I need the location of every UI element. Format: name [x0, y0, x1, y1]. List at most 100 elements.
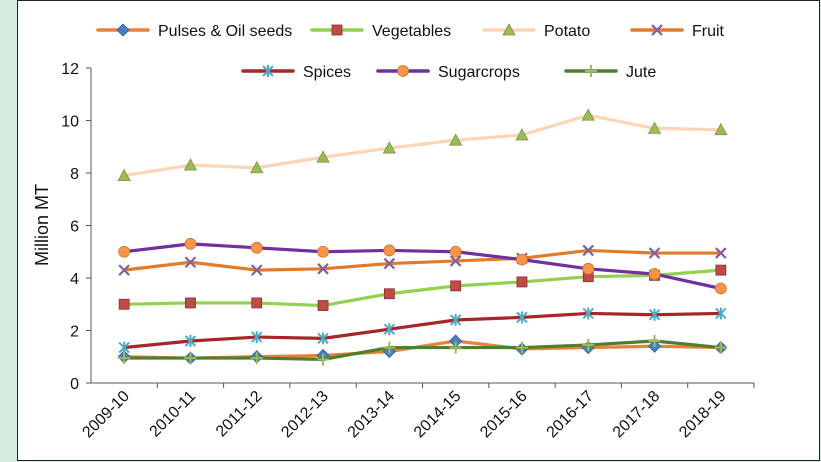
data-point [317, 353, 330, 366]
data-point [516, 276, 528, 288]
legend-label: Jute [626, 64, 656, 81]
legend: Pulses & Oil seeds Vegetables Potato Fruit S… [96, 23, 725, 81]
data-point [383, 244, 396, 257]
legend-label: Spices [303, 64, 351, 81]
legend-item: Jute [564, 64, 656, 81]
data-point [515, 341, 528, 354]
data-point [317, 263, 329, 275]
data-point [185, 297, 196, 309]
legend-item: Vegetables [310, 23, 451, 40]
series-line [122, 339, 723, 361]
x-tick-label: 2012-13 [278, 388, 332, 442]
chart-frame: 0 2 4 6 8 10 12 2009-10 2010-11 2011-12 2012-13 201… [17, 0, 820, 461]
data-point [250, 264, 263, 276]
data-point [714, 122, 728, 136]
data-point [184, 335, 197, 347]
y-tick-label: 12 [61, 61, 79, 78]
x-tick-label: 2016-17 [544, 388, 598, 442]
data-point [251, 331, 263, 344]
legend-item: Pulses & Oil seeds [96, 23, 292, 40]
data-point [581, 108, 595, 121]
data-point [582, 307, 594, 320]
series-fruit [118, 244, 727, 276]
data-point [516, 311, 528, 324]
legend-marker [651, 24, 663, 36]
y-tick-label: 4 [70, 271, 79, 288]
legend-marker [116, 23, 130, 37]
data-point [118, 264, 130, 276]
data-point [382, 141, 397, 154]
series-sugarcrops [118, 237, 727, 295]
data-point [714, 282, 727, 295]
y-tick-label: 10 [61, 114, 79, 131]
legend-label: Pulses & Oil seeds [158, 23, 292, 40]
data-point [449, 314, 462, 326]
x-tick-label: 2010-11 [147, 388, 200, 441]
legend-item: Spices [241, 64, 351, 81]
data-point [449, 255, 462, 267]
legend-label: Potato [544, 23, 590, 40]
data-point [449, 245, 462, 258]
data-point [449, 341, 462, 354]
data-point [648, 268, 661, 280]
data-point [317, 300, 329, 311]
series-spices [118, 307, 727, 354]
legend-item: Potato [482, 23, 590, 40]
legend-label: Vegetables [372, 23, 451, 40]
y-tick-label: 6 [70, 219, 79, 236]
data-point [118, 352, 131, 365]
data-point [317, 332, 329, 345]
data-point [383, 288, 395, 300]
series-line [122, 113, 723, 178]
data-point [715, 264, 727, 276]
legend-marker [502, 23, 516, 36]
data-point [450, 280, 462, 292]
data-point [183, 158, 198, 171]
data-point [582, 244, 595, 257]
data-point [383, 323, 396, 336]
legend-marker [585, 65, 597, 77]
series-line [122, 311, 723, 350]
data-point [647, 121, 662, 134]
y-tick-label: 8 [70, 166, 79, 183]
data-point [715, 247, 727, 259]
series-line [122, 242, 723, 291]
legend-label: Fruit [692, 23, 725, 40]
x-tick-label: 2015-16 [477, 388, 531, 442]
legend-item: Sugarcrops [376, 64, 520, 81]
data-point [250, 352, 263, 365]
data-point [516, 253, 528, 266]
series-potato [117, 108, 728, 182]
x-tick-label: 2009-10 [79, 388, 133, 442]
data-point [317, 245, 329, 258]
data-point [515, 128, 529, 141]
y-axis-label: Million MT [32, 184, 52, 266]
data-point [118, 298, 130, 310]
data-point [648, 308, 661, 321]
data-point [582, 262, 595, 275]
data-point [184, 352, 197, 365]
data-point [448, 133, 463, 146]
x-tick-label: 2013-14 [345, 388, 399, 442]
legend-item: Fruit [630, 23, 725, 40]
data-point [383, 257, 396, 270]
data-point [184, 237, 197, 250]
legend-label: Sugarcrops [438, 64, 520, 81]
data-point [117, 168, 131, 182]
legend-marker [397, 65, 409, 77]
data-point [251, 297, 263, 309]
data-point [118, 245, 131, 258]
x-tick-label: 2018-19 [676, 388, 730, 442]
data-point [648, 335, 661, 347]
legend-marker [331, 24, 343, 36]
x-tick-label: 2017-18 [610, 388, 664, 442]
data-point [250, 241, 263, 254]
series-jute [118, 335, 727, 366]
series-line [122, 248, 723, 272]
x-tick-label: 2014-15 [411, 388, 465, 442]
data-point [250, 160, 264, 174]
data-point [715, 307, 727, 320]
data-point [383, 341, 396, 354]
data-point [118, 341, 130, 354]
